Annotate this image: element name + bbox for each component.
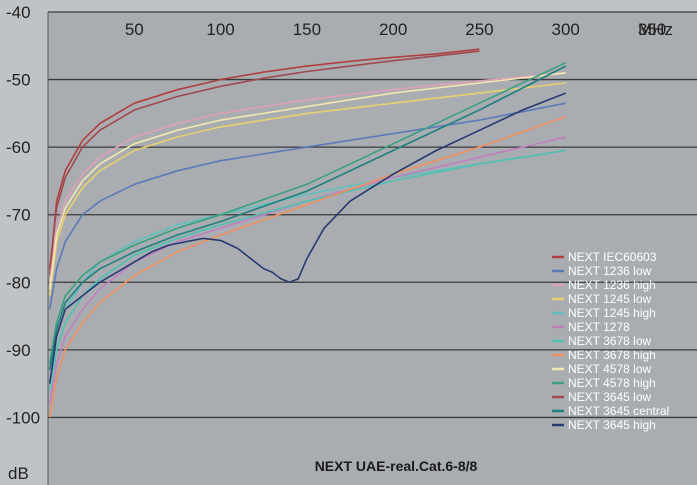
- series-line: [48, 102, 566, 310]
- x-tick-label: 100: [206, 20, 234, 39]
- series-line: [48, 61, 567, 364]
- series-line: [48, 65, 567, 371]
- y-tick-label: -40: [6, 3, 31, 22]
- series-line: [48, 136, 566, 405]
- plot-area: [48, 12, 697, 485]
- grid-lines: [47, 11, 697, 485]
- legend-entry: NEXT 4578 high: [568, 376, 656, 390]
- series-line: [48, 48, 480, 276]
- x-tick-label: 250: [465, 20, 493, 39]
- y-tick-label: -90: [6, 341, 31, 360]
- y-tick-label: -80: [6, 273, 31, 292]
- x-tick-label: 150: [293, 20, 321, 39]
- y-tick-label: -100: [6, 408, 40, 427]
- y-axis-unit-label: dB: [8, 464, 29, 483]
- x-tick-label: 350: [638, 20, 666, 39]
- legend-entry: NEXT 3645 central: [568, 404, 669, 418]
- legend-entry: NEXT 1245 high: [568, 306, 656, 320]
- series-line: [48, 72, 566, 290]
- legend-entry: NEXT IEC60603: [568, 250, 657, 264]
- series-line: [48, 82, 566, 296]
- y-axis-ticks: -40 -50 -60 -70 -80 -90 -100: [6, 3, 40, 427]
- series-line: [48, 50, 480, 269]
- y-tick-label: -50: [6, 71, 31, 90]
- chart-title: NEXT UAE-real.Cat.6-8/8: [315, 458, 478, 474]
- series-lines: [48, 48, 567, 418]
- legend-entry: NEXT 1236 high: [568, 278, 656, 292]
- series-line: [48, 72, 566, 283]
- legend-entry: NEXT 3645 high: [568, 418, 656, 432]
- series-line: [48, 92, 566, 384]
- legend-entry: NEXT 1245 low: [568, 292, 651, 306]
- legend-entry: NEXT 3678 high: [568, 348, 656, 362]
- x-tick-label: 300: [552, 20, 580, 39]
- y-tick-label: -70: [6, 206, 31, 225]
- legend-entry: NEXT 3678 low: [568, 334, 651, 348]
- legend-entry: NEXT 1278: [568, 320, 630, 334]
- x-axis-ticks: 50 100 150 200 250 300 350: [125, 20, 666, 39]
- legend-entry: NEXT 4578 low: [568, 362, 651, 376]
- x-axis-unit-label: MHz: [638, 20, 673, 39]
- legend-entry: NEXT 3645 low: [568, 390, 651, 404]
- x-tick-label: 200: [379, 20, 407, 39]
- series-line: [48, 149, 566, 391]
- legend-entry: NEXT 1236 low: [568, 264, 651, 278]
- y-tick-label: -60: [6, 138, 31, 157]
- x-tick-label: 50: [125, 20, 144, 39]
- series-line: [48, 115, 566, 418]
